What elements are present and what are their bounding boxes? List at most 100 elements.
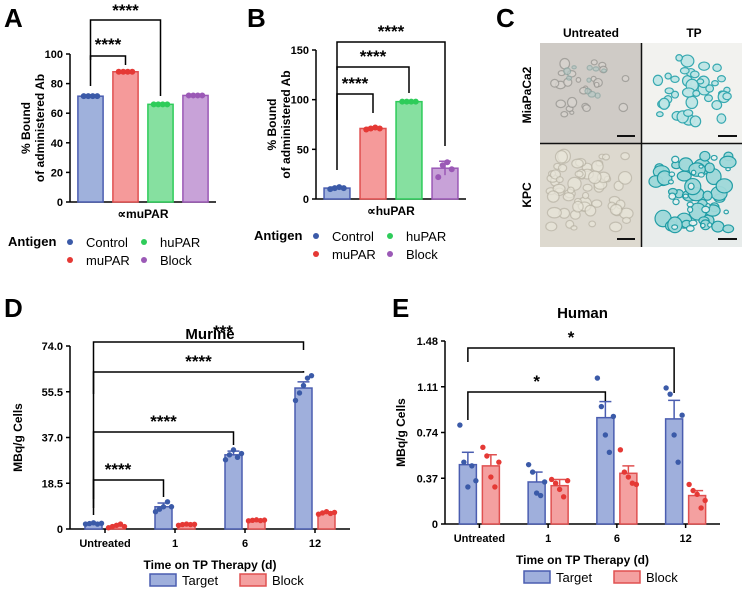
data-point: [327, 186, 334, 193]
data-point: [496, 459, 502, 465]
data-point: [488, 474, 494, 480]
legend-label-block: Block: [160, 253, 192, 268]
data-point: [245, 518, 252, 524]
y-axis-label-line: of administered Ab: [279, 70, 293, 178]
data-point: [296, 390, 303, 396]
data-point: [439, 162, 446, 169]
data-point: [686, 481, 692, 488]
cell-blob: [717, 75, 726, 83]
cell-blob: [711, 80, 719, 87]
data-point: [234, 454, 241, 460]
cell-blob: [667, 179, 674, 185]
cell-blob: [582, 183, 593, 192]
cell-blob: [687, 206, 694, 214]
data-point: [94, 521, 101, 527]
cell-blob: [593, 81, 600, 88]
legend-marker-hupar: [387, 233, 393, 239]
data-point: [156, 506, 163, 512]
cell-blob: [620, 152, 630, 161]
data-point: [598, 403, 605, 410]
cell-blob: [704, 162, 715, 174]
cell-blob: [715, 178, 733, 194]
data-point: [159, 101, 166, 108]
data-point: [675, 459, 681, 465]
cell-blob: [590, 59, 598, 66]
data-point: [465, 484, 471, 490]
legend-marker-control: [313, 233, 319, 239]
x-tick-label: 12: [309, 538, 321, 550]
data-point: [537, 492, 544, 499]
legend-swatch-block: [239, 573, 267, 587]
cell-blob: [668, 192, 677, 200]
data-point: [89, 93, 96, 100]
cell-blob: [563, 67, 572, 76]
data-point: [457, 422, 463, 428]
data-point: [175, 522, 182, 528]
bar-block: [619, 472, 638, 525]
cell-blob: [710, 154, 718, 161]
data-point: [690, 487, 696, 494]
y-axis-label-line: % Bound: [19, 102, 33, 154]
cell-blob: [621, 74, 630, 83]
cell-blob: [601, 153, 611, 161]
y-tick-label: 18.5: [42, 478, 63, 490]
legend-marker-mupar: [313, 251, 319, 257]
cell-blob: [703, 94, 714, 103]
data-point: [336, 184, 343, 191]
y-tick-label: 100: [45, 49, 63, 61]
significance-label: ****: [112, 1, 139, 20]
cell-blob: [664, 72, 672, 80]
bar-block: [182, 94, 209, 203]
cell-blob: [688, 219, 698, 227]
y-tick-label: 1.48: [417, 336, 438, 348]
y-tick-label: 55.5: [42, 387, 63, 399]
legend-marker-block: [387, 251, 393, 257]
y-tick-label: 1.11: [417, 382, 438, 394]
data-point: [155, 101, 162, 108]
data-point: [525, 461, 532, 468]
x-axis-label: Time on TP Therapy (d): [516, 553, 649, 567]
cell-blob: [584, 87, 591, 95]
y-axis-label-line: of administered Ab: [33, 74, 47, 182]
bar-mupar: [112, 71, 139, 203]
x-tick-label: 12: [680, 533, 692, 545]
significance-bracket: [336, 93, 374, 170]
cell-blob: [670, 75, 680, 84]
significance-bracket: [336, 41, 446, 146]
data-point: [199, 92, 206, 99]
cell-blob: [562, 192, 575, 202]
data-point: [617, 447, 624, 453]
data-point: [610, 413, 617, 420]
data-point: [308, 372, 315, 379]
data-point: [331, 185, 338, 192]
cell-blob: [675, 54, 683, 62]
legend-marker-mupar: [67, 257, 73, 263]
cell-blob: [697, 172, 705, 178]
legend-swatch-target: [149, 573, 177, 587]
cell-blob: [574, 170, 584, 178]
significance-bracket: [89, 55, 127, 86]
cell-blob: [652, 74, 664, 87]
panel-letter-a: A: [4, 3, 23, 33]
bar-hupar: [147, 103, 174, 203]
significance-label: ****: [185, 352, 212, 371]
data-point: [238, 450, 245, 457]
cell-blob: [712, 63, 722, 73]
data-point: [194, 92, 201, 99]
col-label-untreated: Untreated: [563, 26, 619, 40]
cell-blob: [699, 150, 711, 162]
cell-blob: [672, 198, 680, 206]
cell-blob: [592, 66, 600, 72]
legend-label-hupar: huPAR: [160, 235, 200, 250]
cell-blob: [680, 54, 695, 68]
legend-marker-hupar: [141, 239, 147, 245]
cell-blob: [722, 92, 732, 101]
cell-blob: [566, 96, 578, 108]
y-axis-label: % Boundof administered Ab: [265, 70, 293, 178]
cell-blob: [671, 224, 679, 230]
cell-blob: [554, 150, 569, 164]
panel-letter-c: C: [496, 3, 515, 33]
data-point: [548, 476, 555, 483]
data-point: [435, 174, 442, 181]
data-point: [564, 478, 571, 484]
